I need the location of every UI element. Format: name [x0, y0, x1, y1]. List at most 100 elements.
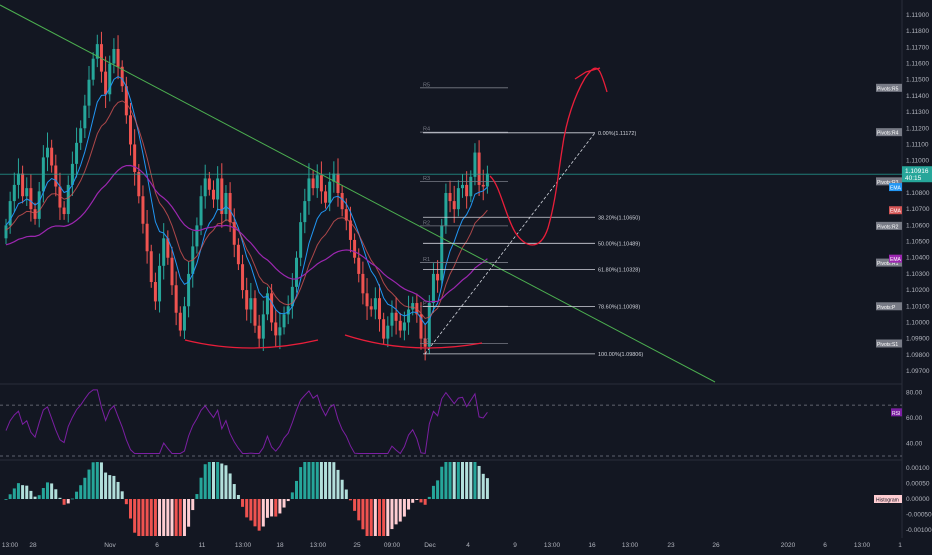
candle-body[interactable] — [99, 44, 103, 72]
candle-body[interactable] — [12, 184, 16, 202]
candle-body[interactable] — [33, 209, 37, 219]
candle-body[interactable] — [261, 314, 265, 339]
candle-body[interactable] — [116, 48, 120, 67]
candle-body[interactable] — [133, 144, 137, 172]
candle-body[interactable] — [311, 178, 315, 189]
candle-body[interactable] — [465, 184, 469, 197]
candle-body[interactable] — [137, 171, 141, 197]
candle-body[interactable] — [407, 309, 411, 323]
projection-path[interactable] — [489, 67, 608, 246]
candle-body[interactable] — [378, 298, 381, 320]
candle-body[interactable] — [66, 184, 70, 215]
candle-body[interactable] — [427, 303, 431, 347]
candle-body[interactable] — [224, 193, 228, 215]
candle-body[interactable] — [203, 178, 207, 197]
candle-body[interactable] — [58, 186, 62, 208]
candle-body[interactable] — [8, 201, 12, 226]
candle-body[interactable] — [228, 193, 232, 223]
candle-body[interactable] — [232, 222, 236, 245]
candle-body[interactable] — [440, 225, 444, 281]
candle-body[interactable] — [16, 173, 20, 185]
candle-body[interactable] — [50, 147, 54, 166]
candle-body[interactable] — [344, 209, 348, 221]
candle-body[interactable] — [182, 306, 186, 331]
candle-body[interactable] — [141, 196, 145, 224]
candle-body[interactable] — [145, 223, 149, 252]
candle-body[interactable] — [249, 298, 253, 310]
candle-body[interactable] — [153, 282, 157, 302]
candle-body[interactable] — [46, 147, 49, 158]
candle-body[interactable] — [29, 188, 33, 210]
candle-body[interactable] — [83, 105, 87, 129]
candle-body[interactable] — [481, 184, 485, 187]
candle-body[interactable] — [332, 173, 336, 182]
candle-body[interactable] — [75, 142, 79, 164]
candle-body[interactable] — [485, 173, 489, 187]
candle-body[interactable] — [477, 152, 481, 185]
candle-body[interactable] — [373, 298, 377, 310]
candle-body[interactable] — [241, 264, 245, 291]
candle-body[interactable] — [212, 189, 215, 200]
candle-body[interactable] — [174, 285, 178, 313]
candle-body[interactable] — [431, 273, 435, 304]
candle-body[interactable] — [79, 128, 83, 143]
candle-body[interactable] — [353, 239, 357, 258]
candle-body[interactable] — [149, 251, 153, 282]
trendline[interactable] — [0, 4, 716, 383]
candle-body[interactable] — [37, 191, 41, 219]
candle-body[interactable] — [382, 319, 386, 339]
candle-body[interactable] — [282, 314, 286, 328]
candle-body[interactable] — [21, 173, 25, 197]
candle-body[interactable] — [270, 293, 274, 323]
candle-body[interactable] — [124, 86, 128, 116]
candle-body[interactable] — [390, 312, 394, 326]
candle-body[interactable] — [25, 188, 29, 197]
candle-body[interactable] — [54, 165, 58, 187]
candle-body[interactable] — [402, 322, 406, 331]
candle-body[interactable] — [286, 306, 290, 315]
neckline-arc[interactable] — [184, 339, 319, 349]
candle-body[interactable] — [448, 193, 452, 202]
candle-body[interactable] — [236, 244, 240, 265]
candle-body[interactable] — [129, 115, 132, 145]
candle-body[interactable] — [386, 325, 390, 339]
candle-body[interactable] — [87, 79, 91, 106]
candle-body[interactable] — [195, 225, 199, 247]
candle-body[interactable] — [162, 238, 166, 266]
candle-body[interactable] — [365, 293, 369, 307]
candle-body[interactable] — [91, 58, 95, 80]
candle-body[interactable] — [436, 273, 440, 281]
candle-body[interactable] — [361, 273, 365, 294]
candle-body[interactable] — [295, 257, 298, 287]
candle-body[interactable] — [328, 181, 332, 203]
candle-body[interactable] — [62, 207, 66, 215]
candle-body[interactable] — [319, 175, 323, 192]
candle-body[interactable] — [207, 178, 211, 190]
candle-body[interactable] — [257, 325, 261, 339]
candle-body[interactable] — [158, 265, 162, 302]
candle-body[interactable] — [166, 238, 170, 258]
candle-body[interactable] — [245, 290, 249, 310]
candle-body[interactable] — [357, 257, 361, 274]
candle-body[interactable] — [461, 184, 464, 189]
candle-body[interactable] — [394, 312, 398, 321]
candle-body[interactable] — [444, 193, 448, 226]
candle-body[interactable] — [423, 338, 427, 347]
candle-body[interactable] — [411, 303, 415, 310]
candle-body[interactable] — [299, 222, 303, 258]
candle-body[interactable] — [315, 175, 319, 189]
candle-body[interactable] — [469, 176, 473, 197]
candle-body[interactable] — [120, 66, 124, 87]
candle-body[interactable] — [398, 320, 402, 331]
candle-body[interactable] — [307, 178, 311, 202]
candle-body[interactable] — [274, 322, 278, 336]
candle-body[interactable] — [265, 293, 269, 315]
candle-body[interactable] — [187, 273, 191, 307]
neckline-arc[interactable] — [344, 334, 483, 349]
candle-body[interactable] — [419, 314, 423, 339]
candle-body[interactable] — [104, 71, 108, 95]
candle-body[interactable] — [4, 225, 8, 239]
candle-body[interactable] — [348, 220, 352, 240]
candle-body[interactable] — [108, 63, 112, 95]
